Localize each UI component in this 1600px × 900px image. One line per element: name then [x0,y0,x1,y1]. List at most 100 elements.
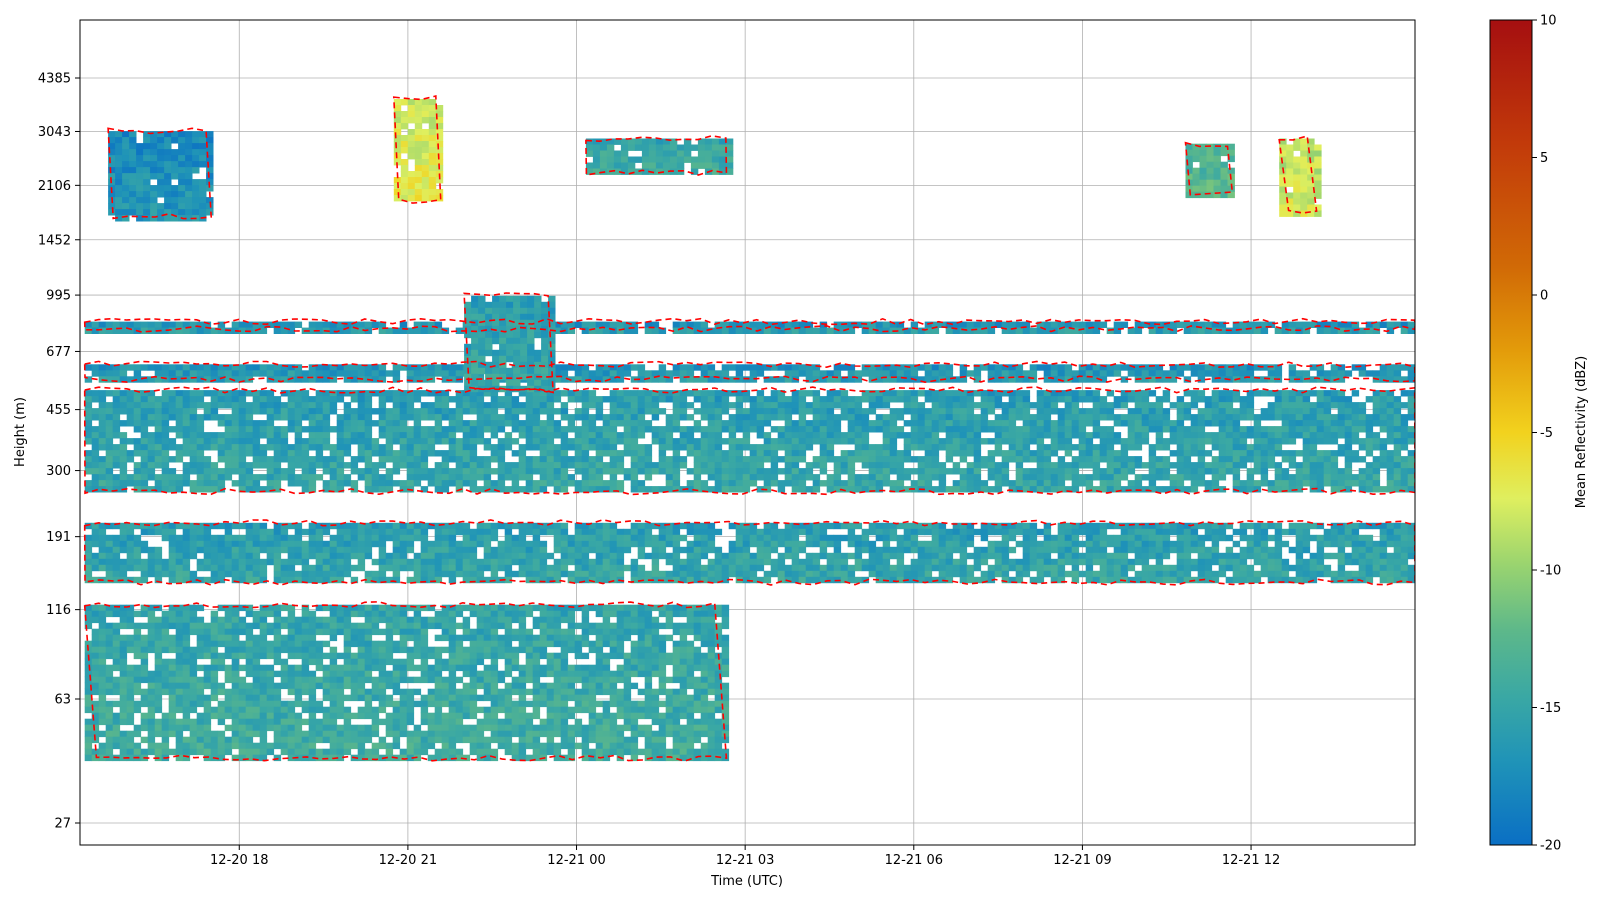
echo-cell [434,414,443,421]
echo-cell [609,558,618,566]
echo-cell [1386,534,1395,542]
echo-cell [434,390,443,397]
echo-cell [133,390,142,397]
echo-cell [1036,444,1045,451]
echo-cell [469,462,478,469]
echo-cell [182,646,191,654]
echo-cell [203,640,212,648]
echo-cell [98,522,107,530]
echo-cell [651,486,660,493]
echo-cell [868,570,877,578]
echo-cell [623,390,632,397]
echo-cell [133,558,142,566]
echo-cell [588,558,597,566]
echo-cell [1211,570,1220,578]
echo-cell [1113,540,1122,548]
echo-cell [924,576,933,584]
echo-cell [413,396,422,403]
echo-cell [616,528,625,536]
echo-cell [1099,486,1108,493]
echo-cell [154,652,163,660]
echo-cell [413,576,422,584]
echo-cell [175,640,184,648]
echo-cell [91,652,100,660]
echo-cell [1253,414,1262,421]
echo-cell [1337,546,1346,554]
echo-cell [119,474,128,481]
echo-cell [539,552,548,560]
echo-cell [280,426,289,433]
echo-cell [945,552,954,560]
echo-cell [1393,564,1402,572]
echo-cell [147,438,156,445]
echo-cell [854,438,863,445]
echo-cell [560,402,569,409]
echo-cell [196,682,205,690]
echo-cell [224,396,233,403]
echo-cell [651,414,660,421]
echo-cell [616,420,625,427]
echo-cell [595,552,604,560]
echo-cell [483,534,492,542]
echo-cell [889,408,898,415]
echo-cell [595,558,604,566]
echo-cell [168,540,177,548]
echo-cell [1407,438,1415,445]
echo-cell [168,570,177,578]
echo-cell [168,682,177,690]
echo-cell [1085,534,1094,542]
echo-cell [245,552,254,560]
echo-cell [301,546,310,554]
echo-cell [672,576,681,584]
echo-cell [315,540,324,548]
echo-cell [938,462,947,469]
echo-cell [448,576,457,584]
echo-cell [980,462,989,469]
echo-cell [189,682,198,690]
echo-cell [917,570,926,578]
echo-cell [448,480,457,487]
echo-cell [294,390,303,397]
echo-cell [952,402,961,409]
echo-cell [672,468,681,475]
echo-cell [574,564,583,572]
echo-cell [693,426,702,433]
echo-cell [84,640,93,648]
echo-cell [476,396,485,403]
echo-cell [105,604,114,612]
echo-cell [735,558,744,566]
echo-cell [336,534,345,542]
echo-cell [672,486,681,493]
echo-cell [1400,486,1409,493]
echo-cell [966,426,975,433]
echo-cell [581,396,590,403]
echo-cell [693,546,702,554]
echo-cell [553,390,562,397]
echo-cell [231,622,240,630]
echo-cell [1155,420,1164,427]
echo-cell [406,480,415,487]
echo-cell [945,390,954,397]
echo-cell [203,670,212,678]
echo-cell [980,396,989,403]
echo-cell [511,420,520,427]
echo-cell [511,522,520,530]
echo-cell [245,444,254,451]
echo-cell [133,664,142,672]
echo-cell [168,456,177,463]
echo-cell [679,402,688,409]
echo-cell [161,534,170,542]
echo-cell [343,402,352,409]
echo-cell [966,432,975,439]
echo-cell [154,564,163,572]
echo-cell [1057,474,1066,481]
echo-cell [1344,528,1353,536]
echo-cell [364,522,373,530]
echo-cell [1281,420,1290,427]
echo-cell [392,528,401,536]
echo-cell [595,396,604,403]
echo-cell [210,736,219,744]
echo-cell [252,534,261,542]
echo-cell [168,546,177,554]
echo-cell [553,462,562,469]
